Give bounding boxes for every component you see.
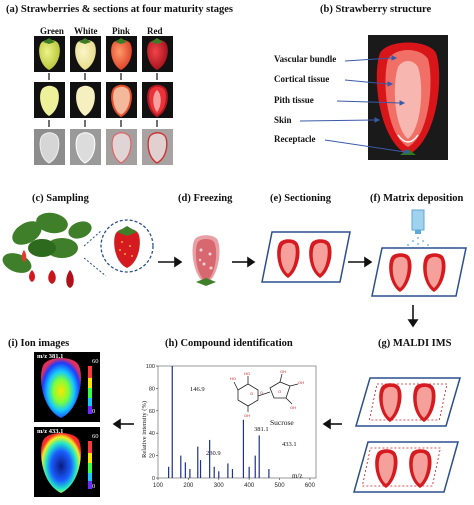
frozen-strawberry (192, 235, 220, 286)
svg-text:HO: HO (244, 371, 250, 376)
peak-label-230: 230.9 (206, 450, 221, 457)
spectrum-xlabel: m/z (292, 472, 303, 480)
x-tick-label: 200 (183, 483, 194, 489)
panel-h-title: (h) Compound identification (165, 338, 293, 349)
label-vascular-bundle: Vascular bundle (274, 54, 337, 64)
panel-f-title: (f) Matrix deposition (370, 193, 464, 204)
sectioning-slide (261, 231, 351, 283)
compound-name: Sucrose (270, 418, 294, 427)
ion-scale-min-1: 0 (92, 408, 96, 415)
label-cortical-tissue: Cortical tissue (274, 74, 330, 84)
svg-text:HO: HO (230, 376, 236, 381)
label-receptacle: Receptacle (274, 134, 316, 144)
panel-g-title: (g) MALDI IMS (378, 338, 452, 349)
row-cut-sections (34, 82, 173, 118)
label-skin: Skin (274, 115, 292, 125)
x-tick-label: 400 (244, 483, 255, 489)
panel-d-title: (d) Freezing (178, 193, 233, 204)
stage-label-red: Red (147, 26, 163, 36)
y-tick-label: 20 (149, 454, 155, 460)
svg-text:OH: OH (298, 380, 304, 385)
stage-label-green: Green (40, 26, 64, 36)
ion-heatmaps (41, 358, 92, 493)
spectrum-frame (157, 365, 317, 479)
svg-text:O: O (278, 389, 281, 394)
peak-label-381: 381.1 (254, 426, 269, 433)
panel-e-title: (e) Sectioning (270, 193, 331, 204)
y-tick-label: 40 (149, 431, 155, 437)
strawberry-plant (2, 212, 154, 288)
y-tick-label: 80 (149, 386, 155, 392)
x-tick-label: 600 (305, 483, 316, 489)
svg-text:O: O (250, 391, 253, 396)
maturity-grid (34, 36, 173, 165)
sucrose-structure: HO HO OH O OH OH OH O O (230, 369, 304, 418)
ion-scale-max-1: 60 (92, 358, 99, 365)
panel-c-title: (c) Sampling (32, 193, 89, 204)
panel-b-title: (b) Strawberry structure (320, 4, 432, 15)
stage-label-white: White (74, 26, 98, 36)
maldi-slide-2 (353, 441, 459, 493)
stage-label-pink: Pink (112, 26, 131, 36)
y-tick-label: 0 (152, 476, 155, 482)
row-whole-fruit (34, 36, 173, 72)
x-tick-label: 500 (275, 483, 286, 489)
ion-scale-max-2: 60 (92, 433, 99, 440)
maldi-ims-slides (353, 377, 461, 493)
maldi-slide-1 (355, 377, 461, 427)
y-tick-label: 60 (149, 409, 155, 415)
strawberry-structure-illustration (368, 35, 448, 160)
peak-label-146: 146.9 (190, 386, 205, 393)
panel-a-title: (a) Strawberries & sections at four matu… (6, 4, 233, 15)
svg-text:OH: OH (244, 413, 250, 418)
row-tissue-sections (34, 129, 173, 165)
panel-i-title: (i) Ion images (8, 338, 70, 349)
svg-text:OH: OH (290, 405, 296, 410)
svg-text:OH: OH (280, 369, 286, 374)
label-pith-tissue: Pith tissue (274, 95, 314, 105)
matrix-deposition (371, 209, 467, 297)
ion-image-mz-381: m/z 381.1 (37, 353, 64, 360)
svg-text:O: O (260, 390, 263, 395)
x-tick-label: 300 (214, 483, 225, 489)
y-tick-label: 100 (146, 364, 155, 370)
ion-image-mz-433: m/z 433.1 (37, 428, 64, 435)
x-tick-label: 100 (153, 483, 164, 489)
peak-label-433: 433.1 (282, 441, 297, 448)
mass-spectrum-chart: 100 200 300 400 500 600 0 20 40 60 80 100 (146, 364, 317, 489)
ion-scale-min-2: 0 (92, 483, 96, 490)
